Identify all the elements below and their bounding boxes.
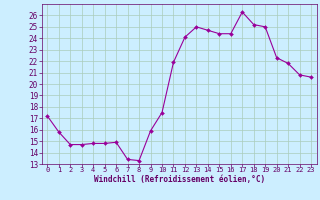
X-axis label: Windchill (Refroidissement éolien,°C): Windchill (Refroidissement éolien,°C) <box>94 175 265 184</box>
